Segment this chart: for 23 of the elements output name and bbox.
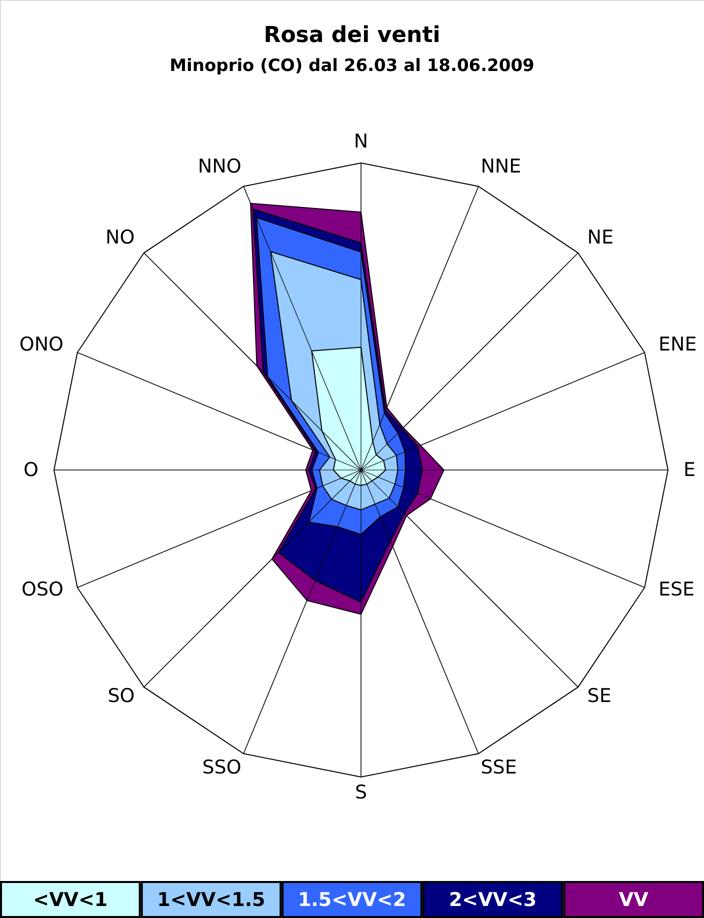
spoke-label: NNE (480, 156, 522, 178)
chart-subtitle: Minoprio (CO) dal 26.03 al 18.06.2009 (170, 56, 534, 76)
text: <VV<1 (33, 889, 108, 911)
text: VV (618, 889, 649, 911)
spoke-label: E (683, 459, 696, 481)
spoke-label: ONO (19, 333, 64, 356)
text: 2<VV<3 (448, 889, 537, 911)
spoke-label: ESE (658, 578, 695, 601)
text: 1.5<VV<2 (298, 889, 406, 911)
spoke-label: ENE (658, 333, 697, 356)
spoke-label: OSO (22, 578, 64, 601)
spoke-label: N (354, 130, 368, 153)
spoke-label: SO (108, 685, 135, 708)
spoke-label: NE (587, 226, 614, 249)
spoke-label: O (24, 459, 39, 481)
spoke-label: SE (587, 685, 612, 708)
spoke-label: NNO (198, 156, 242, 178)
text: 1<VV<1.5 (157, 889, 266, 911)
spoke-label: S (354, 781, 368, 804)
spoke-label: NO (106, 226, 135, 249)
spoke-label: SSE (480, 756, 517, 778)
spoke-label: SSO (202, 756, 242, 778)
chart-title: Rosa dei venti (264, 23, 440, 48)
